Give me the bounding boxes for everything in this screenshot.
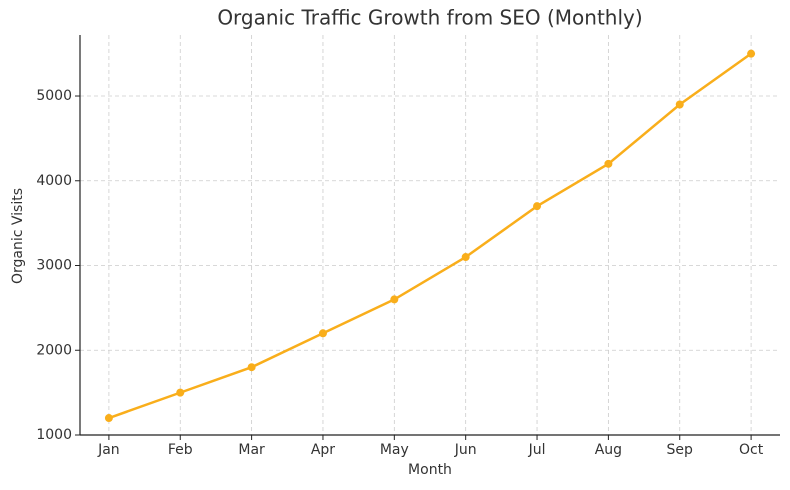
x-tick-label: Sep — [667, 442, 694, 458]
x-tick-label: Jun — [454, 442, 477, 458]
x-tick-label: Feb — [168, 442, 193, 458]
y-tick-label: 2000 — [36, 342, 72, 358]
point — [390, 295, 399, 304]
x-tick-label: Oct — [739, 442, 764, 458]
point — [104, 414, 113, 423]
x-axis-label: Month — [408, 462, 452, 478]
y-tick-label: 3000 — [36, 258, 72, 274]
point — [461, 253, 470, 262]
point — [747, 49, 756, 58]
x-tick-label: May — [380, 442, 409, 458]
x-tick-label: Jul — [528, 442, 546, 458]
y-axis-label: Organic Visits — [10, 188, 26, 284]
point — [675, 100, 684, 109]
y-tick-label: 5000 — [36, 88, 72, 104]
point — [604, 159, 613, 168]
point — [533, 202, 542, 211]
point — [318, 329, 327, 338]
x-tick-label: Jan — [97, 442, 120, 458]
x-tick-label: Apr — [311, 442, 335, 458]
y-tick-label: 1000 — [36, 427, 72, 443]
line — [108, 52, 752, 420]
point — [176, 388, 185, 397]
point — [247, 363, 256, 372]
chart-title: Organic Traffic Growth from SEO (Monthly… — [217, 6, 642, 30]
x-tick-label: Mar — [238, 442, 265, 458]
x-tick-label: Aug — [595, 442, 622, 458]
y-tick-label: 4000 — [36, 173, 72, 189]
